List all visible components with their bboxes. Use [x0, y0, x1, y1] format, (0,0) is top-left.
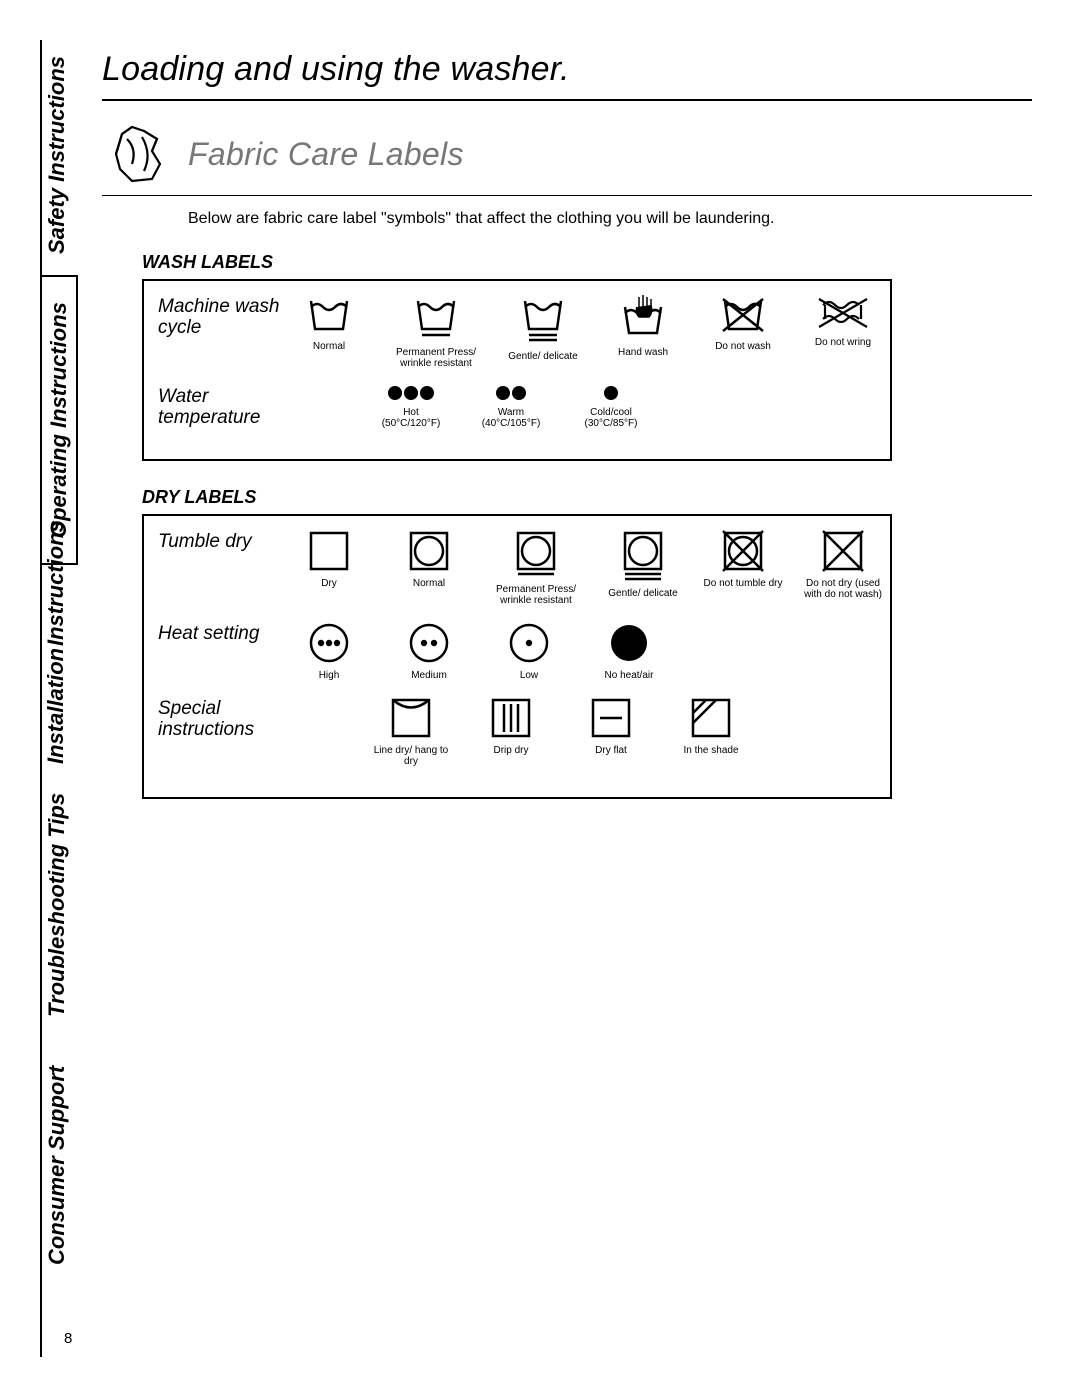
sidetab-consumer: Consumer Support	[40, 1040, 74, 1290]
sym-wash-normal: Normal	[288, 293, 370, 369]
sym-dry-dry: Dry	[288, 528, 370, 606]
section-subtitle: Fabric Care Labels	[188, 136, 464, 173]
sym-spec-drip: Drip dry	[470, 695, 552, 767]
page-title: Loading and using the washer.	[102, 40, 1032, 101]
sym-temp-cold: Cold/cool(30°C/85°F)	[570, 383, 652, 429]
sym-heat-low: Low	[488, 620, 570, 681]
sym-wash-nowash: Do not wash	[702, 293, 784, 369]
sym-heat-noheat: No heat/air	[588, 620, 670, 681]
sym-spec-line: Line dry/ hang to dry	[370, 695, 452, 767]
sym-dry-notumble: Do not tumble dry	[702, 528, 784, 606]
sym-temp-warm: Warm(40°C/105°F)	[470, 383, 552, 429]
sym-wash-nowring: Do not wring	[802, 293, 884, 369]
sym-dry-gentle: Gentle/ delicate	[602, 528, 684, 606]
sym-wash-gentle: Gentle/ delicate	[502, 293, 584, 369]
clothes-icon	[102, 119, 172, 189]
sym-dry-perm: Permanent Press/ wrinkle resistant	[488, 528, 584, 606]
dry-box: Tumble dry Dry Normal Permanent Press/ w…	[142, 514, 892, 799]
intro-text: Below are fabric care label "symbols" th…	[188, 210, 1032, 228]
row-label-heat: Heat setting	[158, 620, 288, 645]
sym-temp-hot: Hot(50°C/120°F)	[370, 383, 452, 429]
sidetab-install-a: Installation	[44, 648, 68, 764]
page-number: 8	[64, 1330, 72, 1347]
sidetab-safety: Safety Instructions	[40, 40, 74, 270]
sidetab-installation: Installation Instructions	[40, 570, 72, 770]
sym-spec-flat: Dry flat	[570, 695, 652, 767]
row-label-special: Special instructions	[158, 695, 288, 741]
sym-wash-perm: Permanent Press/ wrinkle resistant	[388, 293, 484, 369]
sym-spec-shade: In the shade	[670, 695, 752, 767]
dry-heading: DRY LABELS	[142, 487, 1032, 508]
row-label-tumble: Tumble dry	[158, 528, 288, 553]
sym-heat-medium: Medium	[388, 620, 470, 681]
sym-heat-high: High	[288, 620, 370, 681]
sym-wash-hand: Hand wash	[602, 293, 684, 369]
sidetab-troubleshooting: Troubleshooting Tips	[40, 775, 74, 1035]
sidetab-install-b: Instructions	[44, 520, 68, 646]
wash-box: Machine wash cycle Normal Permanent Pres…	[142, 279, 892, 461]
row-label-temp: Water temperature	[158, 383, 288, 429]
wash-heading: WASH LABELS	[142, 252, 1032, 273]
row-label-cycle: Machine wash cycle	[158, 293, 288, 339]
sym-dry-normal: Normal	[388, 528, 470, 606]
sym-dry-nodry: Do not dry (used with do not wash)	[802, 528, 884, 606]
